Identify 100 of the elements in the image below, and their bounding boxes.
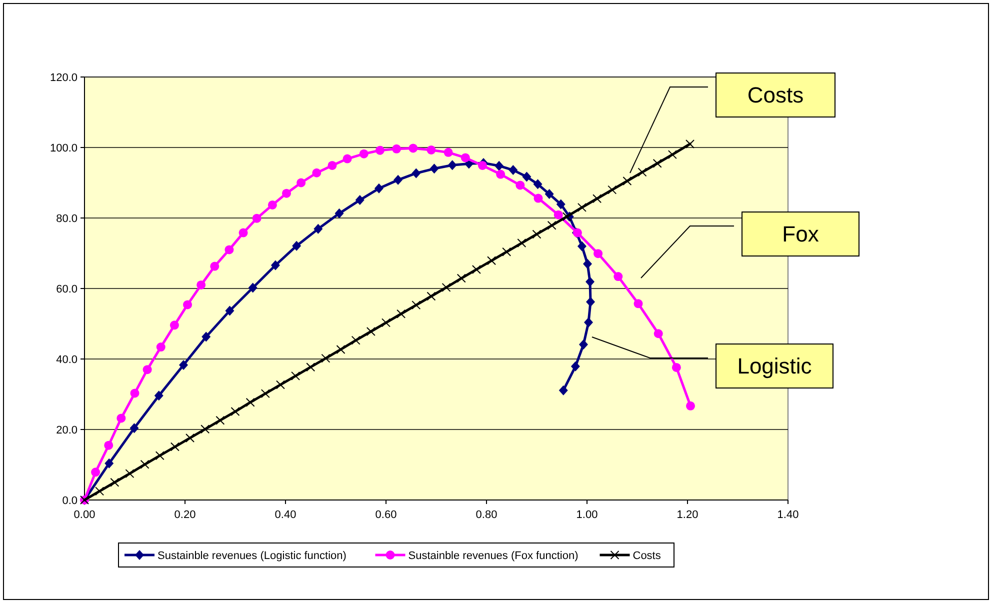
point bbox=[570, 361, 580, 372]
y-tick-label: 20.0 bbox=[56, 424, 78, 436]
point bbox=[652, 158, 662, 168]
point bbox=[487, 256, 496, 266]
point bbox=[260, 389, 270, 398]
point bbox=[270, 260, 280, 270]
point bbox=[558, 385, 568, 396]
point bbox=[586, 276, 595, 287]
point bbox=[534, 194, 543, 203]
legend-label: Sustainble revenues (Fox function) bbox=[408, 550, 578, 562]
point bbox=[583, 258, 592, 269]
point bbox=[594, 249, 603, 258]
point bbox=[516, 180, 525, 190]
point bbox=[130, 388, 140, 398]
point bbox=[686, 139, 695, 148]
point bbox=[130, 423, 139, 434]
point bbox=[382, 318, 390, 328]
point bbox=[614, 272, 623, 282]
point bbox=[276, 380, 285, 390]
point bbox=[374, 183, 384, 194]
point bbox=[622, 176, 632, 186]
point bbox=[225, 306, 234, 316]
point bbox=[517, 238, 526, 248]
point bbox=[584, 317, 594, 328]
point bbox=[547, 220, 556, 230]
point bbox=[426, 292, 436, 301]
point bbox=[110, 478, 120, 487]
point bbox=[170, 442, 180, 452]
point bbox=[586, 296, 596, 307]
point bbox=[104, 458, 114, 468]
point bbox=[296, 178, 306, 188]
point bbox=[116, 414, 126, 423]
point bbox=[444, 148, 453, 157]
point bbox=[494, 160, 504, 171]
point bbox=[430, 164, 439, 174]
point bbox=[268, 200, 277, 210]
point bbox=[238, 228, 248, 238]
x-tick-label: 0.80 bbox=[476, 509, 498, 521]
x-tick-label: 0.60 bbox=[375, 509, 397, 521]
point bbox=[334, 208, 344, 218]
point bbox=[355, 195, 364, 206]
point bbox=[186, 433, 195, 442]
point bbox=[686, 401, 696, 410]
x-tick-label: 0.00 bbox=[74, 509, 96, 521]
point bbox=[291, 371, 300, 380]
point bbox=[200, 424, 210, 434]
point bbox=[210, 262, 220, 271]
point bbox=[156, 342, 166, 352]
point bbox=[125, 469, 134, 478]
point bbox=[578, 340, 588, 350]
x-tick-label: 0.40 bbox=[274, 509, 296, 521]
y-tick-label: 80.0 bbox=[56, 212, 78, 225]
point bbox=[634, 299, 643, 308]
point bbox=[460, 153, 470, 162]
point bbox=[306, 362, 316, 372]
point bbox=[178, 360, 188, 370]
point bbox=[230, 407, 240, 416]
point bbox=[522, 172, 532, 182]
point bbox=[478, 160, 487, 170]
point bbox=[502, 247, 512, 256]
point bbox=[248, 282, 258, 293]
point bbox=[342, 154, 352, 164]
point bbox=[442, 282, 451, 292]
point bbox=[554, 210, 563, 220]
x-tick-label: 1.20 bbox=[676, 509, 698, 521]
point bbox=[508, 165, 518, 176]
point bbox=[562, 212, 572, 222]
point bbox=[638, 168, 647, 177]
point bbox=[216, 416, 225, 425]
point bbox=[654, 329, 663, 338]
point bbox=[408, 144, 418, 153]
point bbox=[314, 224, 323, 234]
point bbox=[224, 245, 234, 254]
point bbox=[426, 145, 436, 154]
point bbox=[577, 202, 586, 212]
point bbox=[95, 486, 104, 496]
point bbox=[608, 185, 617, 194]
legend-label: Costs bbox=[632, 550, 662, 562]
x-tick-label: 1.00 bbox=[576, 509, 598, 521]
point bbox=[496, 170, 506, 179]
annotation: Costs bbox=[747, 82, 804, 108]
y-tick-label: 40.0 bbox=[56, 354, 78, 366]
point bbox=[140, 460, 150, 469]
annotation: Logistic bbox=[737, 354, 812, 379]
y-tick-label: 0.0 bbox=[62, 494, 78, 507]
point bbox=[202, 332, 211, 342]
point bbox=[246, 398, 255, 407]
point bbox=[142, 365, 152, 374]
point bbox=[336, 344, 346, 354]
point bbox=[282, 188, 292, 198]
point bbox=[366, 327, 376, 336]
x-tick-label: 1.40 bbox=[777, 509, 799, 521]
point bbox=[196, 280, 206, 290]
point bbox=[456, 274, 466, 283]
point bbox=[375, 146, 384, 155]
point bbox=[448, 160, 457, 170]
point bbox=[104, 440, 114, 450]
point bbox=[154, 390, 164, 401]
legend-label: Sustainble revenues (Logistic function) bbox=[158, 550, 346, 562]
point bbox=[170, 320, 179, 330]
